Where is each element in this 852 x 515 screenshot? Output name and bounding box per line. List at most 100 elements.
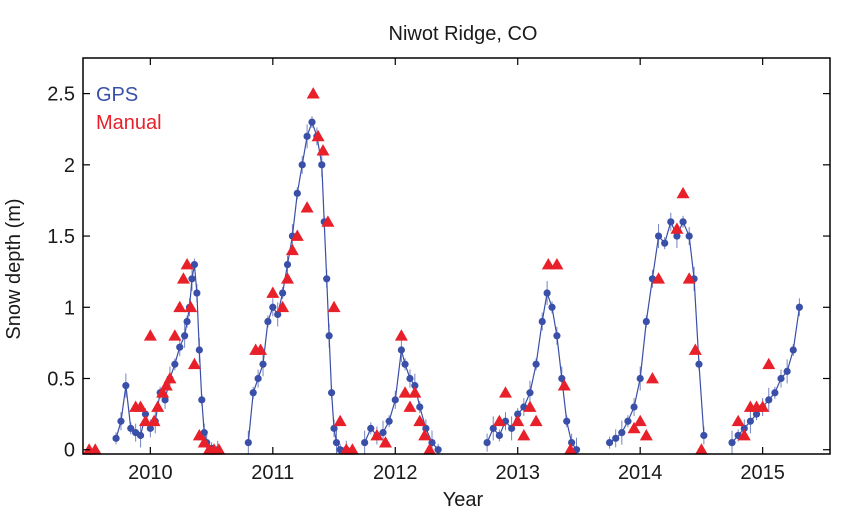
manual-point — [688, 343, 702, 355]
gps-point — [117, 417, 125, 425]
gps-point — [489, 424, 497, 432]
gps-point — [397, 346, 405, 354]
manual-point — [633, 414, 647, 427]
manual-point — [173, 300, 187, 313]
manual-point — [168, 329, 182, 341]
gps-point — [746, 417, 755, 425]
manual-point — [627, 421, 641, 434]
manual-point — [694, 443, 708, 455]
manual-point — [134, 400, 148, 412]
manual-point — [370, 428, 384, 441]
gps-point — [434, 446, 442, 454]
manual-point — [151, 400, 165, 412]
manual-point — [423, 443, 437, 455]
x-tick-label: 2010 — [128, 462, 173, 484]
manual-point — [511, 414, 525, 427]
manual-point — [147, 414, 161, 427]
gps-point — [553, 332, 561, 340]
manual-point — [276, 300, 290, 313]
gps-point — [198, 396, 206, 404]
gps-point — [642, 317, 650, 326]
gps-point — [269, 303, 277, 311]
gps-point — [514, 410, 522, 418]
manual-point — [192, 428, 206, 441]
gps-point — [181, 332, 189, 340]
gps-point — [379, 429, 387, 437]
manual-point — [418, 428, 432, 441]
gps-point — [777, 374, 785, 383]
y-tick-label: 1.5 — [47, 226, 75, 248]
gps-point — [401, 360, 409, 368]
manual-point — [306, 87, 320, 99]
manual-point — [266, 286, 280, 298]
legend: GPS Manual — [96, 84, 162, 134]
manual-point — [639, 428, 653, 441]
gps-point — [526, 389, 534, 397]
gps-point — [391, 396, 399, 404]
manual-point — [756, 400, 770, 412]
gps-point — [279, 289, 287, 297]
gps-point — [538, 317, 546, 326]
gps-point — [543, 289, 551, 297]
gps-point — [146, 424, 154, 432]
gps-point — [406, 374, 414, 383]
manual-point — [394, 329, 408, 341]
gps-point — [367, 424, 375, 432]
gps-point — [259, 360, 267, 368]
manual-point — [762, 357, 776, 370]
gps-point — [332, 439, 341, 447]
gps-error-bars — [115, 116, 800, 454]
manual-point — [327, 300, 341, 313]
gps-point — [244, 439, 252, 447]
gps-point — [483, 439, 491, 447]
y-tick-label: 1 — [64, 297, 75, 319]
gps-point — [127, 424, 135, 432]
gps-point — [630, 403, 638, 411]
y-axis-ticks: 0 0.5 1 1.5 2 2.5 — [47, 84, 830, 462]
gps-point — [141, 410, 150, 418]
manual-point — [378, 436, 392, 448]
x-tick-label: 2015 — [740, 462, 785, 484]
gps-point — [411, 382, 419, 390]
gps-point — [298, 161, 306, 169]
manual-point — [143, 329, 157, 341]
manual-point — [517, 428, 531, 441]
manual-point — [197, 436, 211, 448]
gps-point — [195, 346, 203, 354]
gps-point — [193, 289, 201, 297]
gps-point — [323, 275, 331, 283]
x-axis-ticks: 2010 2011 2012 2013 2014 2015 — [128, 58, 785, 484]
manual-series — [82, 87, 776, 455]
gps-line — [115, 120, 800, 451]
gps-point — [795, 303, 803, 311]
manual-point — [333, 414, 347, 427]
gps-point — [532, 360, 540, 368]
manual-point — [285, 243, 299, 256]
gps-point — [679, 218, 687, 226]
manual-point — [345, 443, 359, 455]
gps-point — [283, 260, 292, 269]
manual-point — [281, 272, 295, 284]
manual-point — [523, 400, 537, 412]
manual-point — [156, 386, 170, 398]
gps-point — [765, 396, 773, 404]
x-tick-label: 2014 — [618, 462, 663, 484]
manual-point — [408, 386, 422, 398]
gps-point — [188, 275, 196, 283]
gps-point — [264, 317, 272, 326]
gps-point — [563, 417, 571, 425]
manual-point — [176, 272, 190, 284]
gps-point — [176, 343, 184, 351]
gps-point — [605, 439, 614, 447]
gps-point — [249, 389, 257, 397]
gps-point — [318, 161, 326, 169]
manual-point — [413, 414, 427, 427]
gps-point — [171, 360, 179, 368]
gps-point — [254, 374, 262, 383]
manual-point — [645, 372, 659, 384]
gps-point — [624, 417, 632, 425]
gps-point — [361, 439, 369, 447]
manual-point — [88, 443, 102, 455]
y-tick-label: 2.5 — [47, 84, 75, 106]
x-tick-label: 2013 — [495, 462, 540, 484]
